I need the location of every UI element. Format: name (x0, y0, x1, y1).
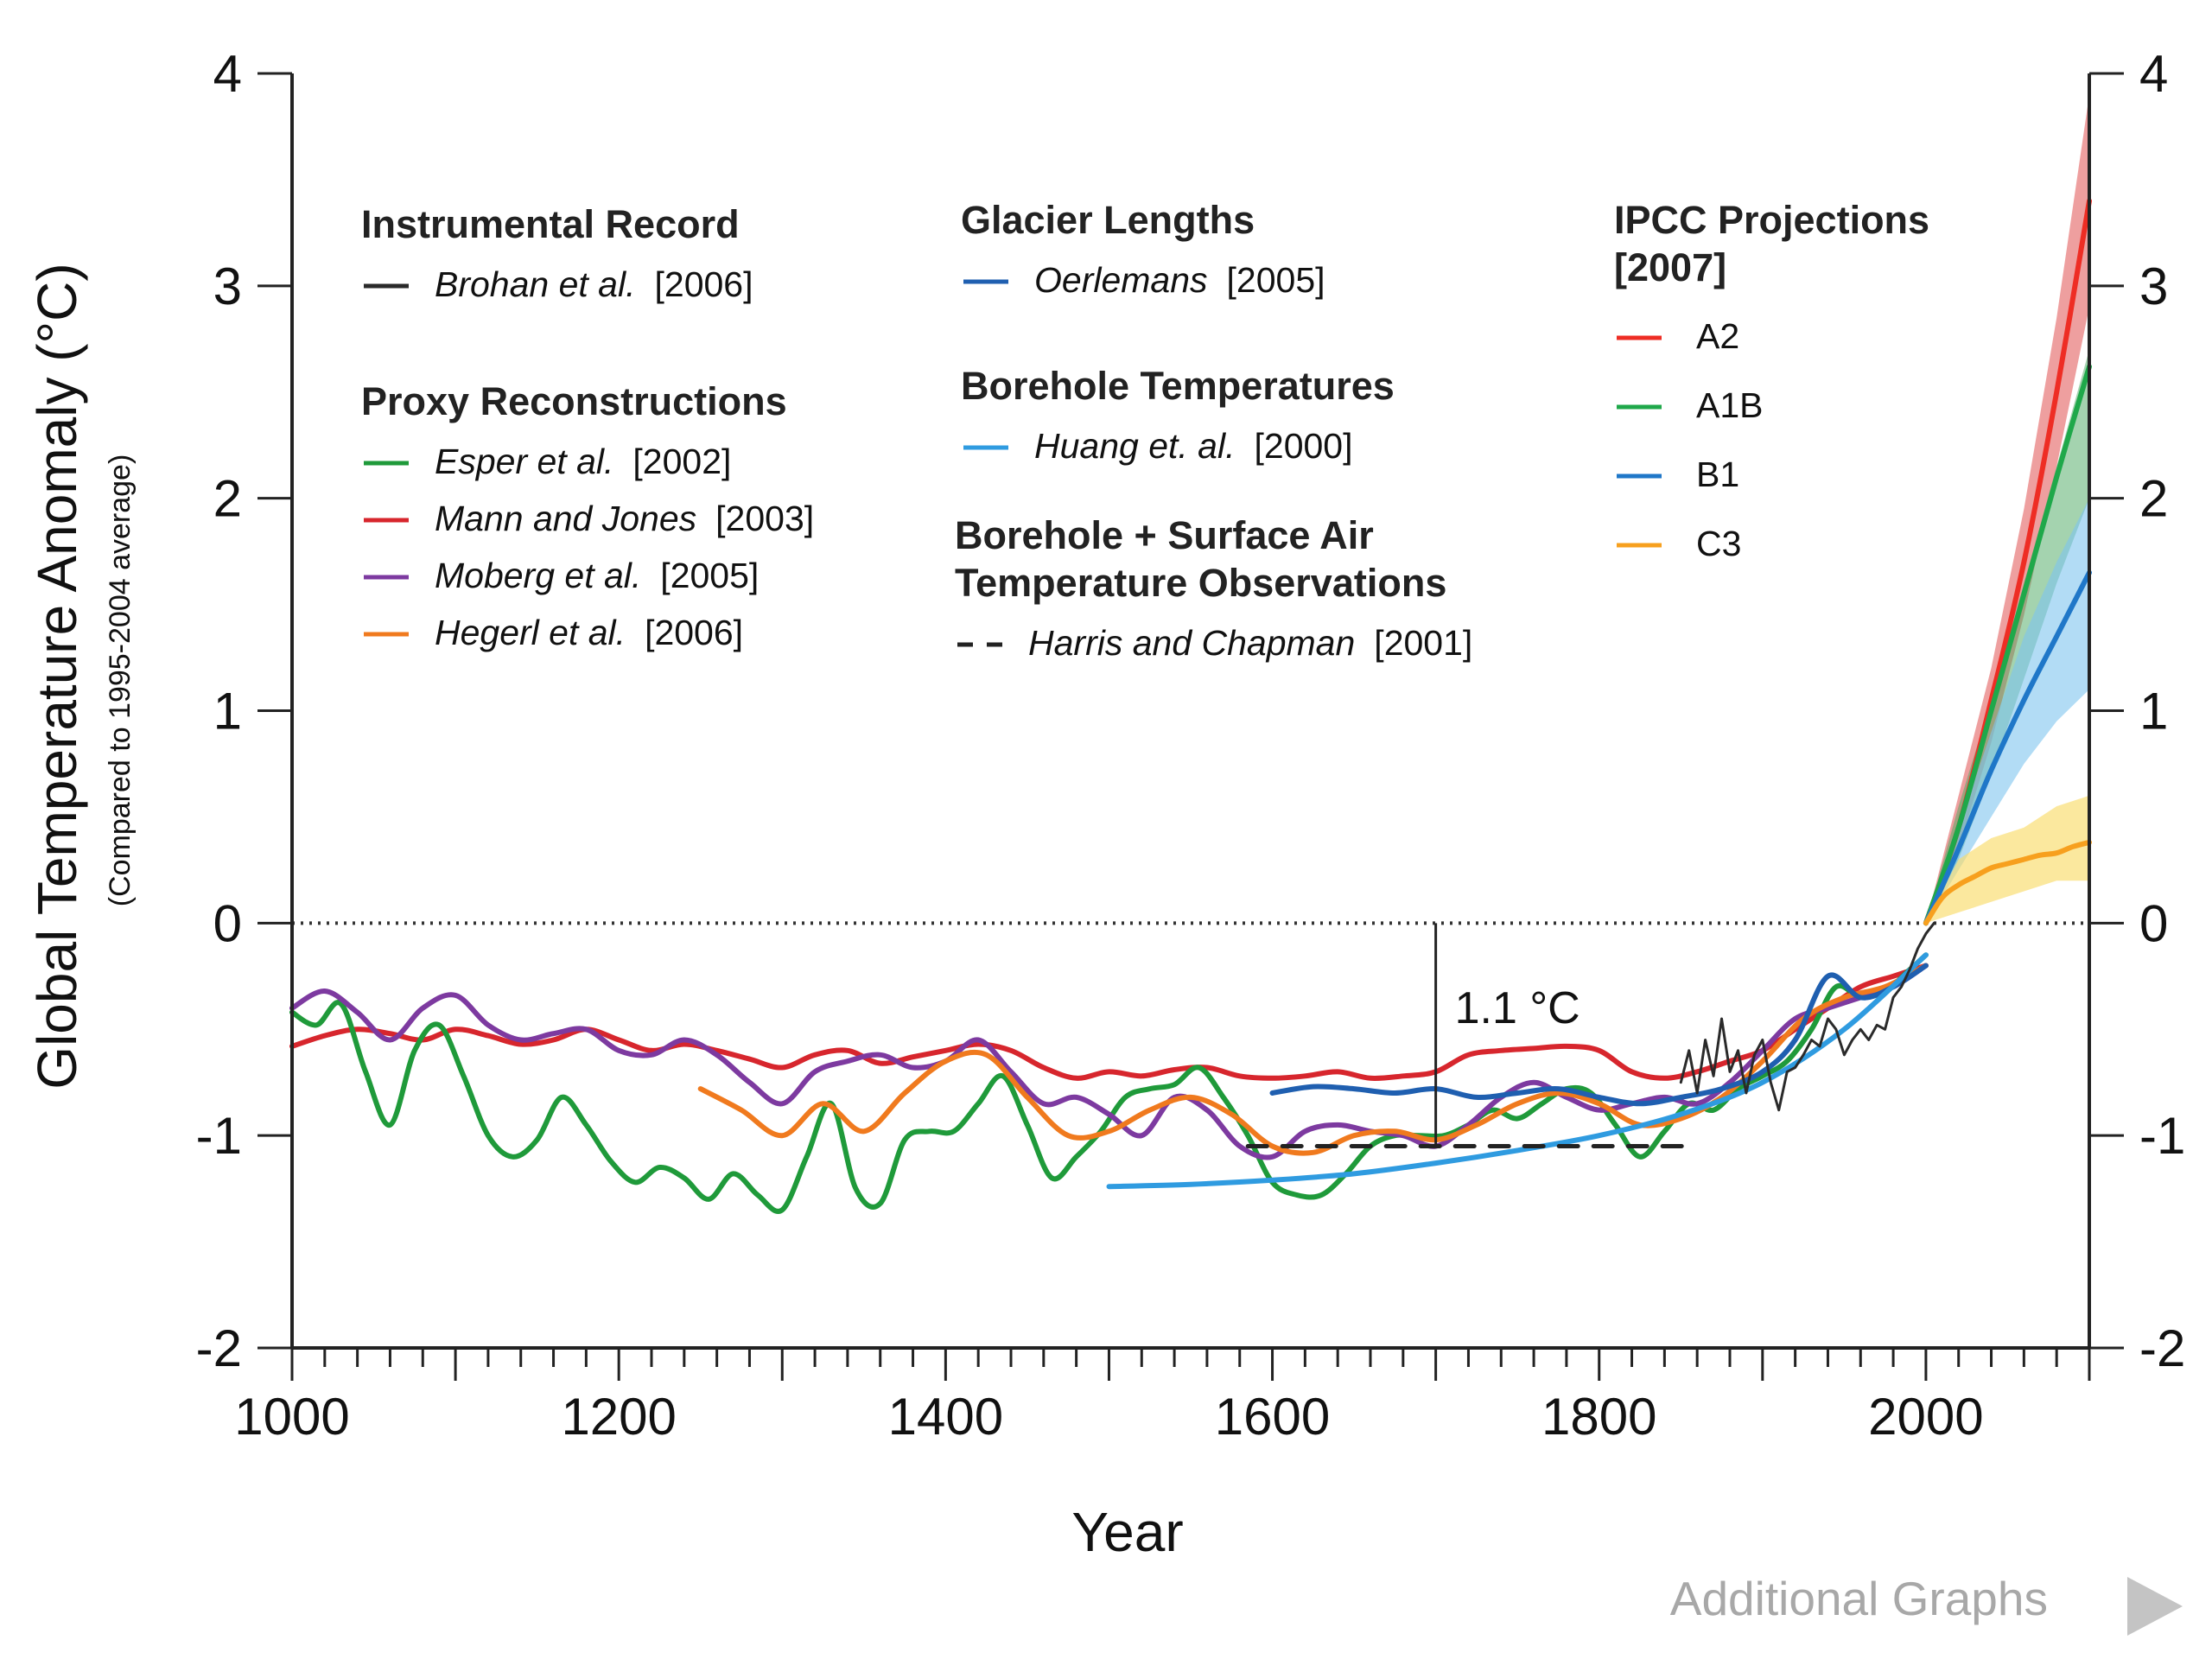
x-tick-label: 1800 (1541, 1388, 1656, 1446)
y-axis-title: Global Temperature Anomaly (°C) (26, 263, 88, 1089)
x-tick-label: 1400 (888, 1388, 1003, 1446)
legend-title-ipcc-projections: IPCC Projections (1614, 198, 1929, 242)
y-tick-label-right: 0 (2139, 894, 2168, 952)
legend-title-borehole-temperatures: Borehole Temperatures (961, 364, 1395, 408)
a1b-line (1923, 364, 2092, 926)
y-tick-label-right: 1 (2139, 683, 2168, 741)
a1b-range-band (1925, 349, 2089, 924)
c3-line (1923, 839, 2092, 926)
y-tick-label-left: -1 (196, 1107, 242, 1165)
y-tick-label-left: 1 (213, 683, 242, 741)
y-tick-label-left: -2 (196, 1319, 242, 1377)
legend-item-a2: A2 (1696, 316, 1739, 356)
legend: Instrumental Record Brohan et al. [2006] Pr… (361, 198, 1929, 663)
legend-item-moberg-et-al: Moberg et al. [2005] (435, 556, 759, 595)
legend-item-esper-et-al: Esper et al. [2002] (435, 442, 731, 481)
oerlemans-2005-line (1269, 963, 1929, 1107)
esper-et-al-2002-line (289, 952, 1929, 1214)
y-tick-label-right: -1 (2139, 1107, 2185, 1165)
projection-bands (1925, 94, 2089, 924)
annotation-group: 1.1 °C (1434, 923, 1580, 1147)
legend-item-brohan-et-al: Brohan et al. [2006] (435, 264, 753, 304)
legend-title-instrumental-record: Instrumental Record (361, 202, 740, 246)
legend-item-mann-and-jones: Mann and Jones [2003] (435, 499, 814, 538)
y-axis-subtitle: (Compared to 1995-2004 average) (104, 454, 137, 907)
additional-graphs-link[interactable]: Additional Graphs (1669, 1572, 2048, 1625)
y-tick-label-right: 3 (2139, 257, 2168, 315)
moberg-et-al-2005-line (289, 963, 1929, 1160)
legend-title-ipcc-projections-line2: [2007] (1614, 245, 1726, 289)
huang-et-al-2000-line (1106, 952, 1929, 1190)
x-axis-title: Year (1071, 1501, 1183, 1563)
y-tick-label-left: 2 (213, 470, 242, 528)
y-tick-label-left: 3 (213, 257, 242, 315)
brohan-et-al-2006-line (1679, 921, 1936, 1112)
legend-title-borehole-surface-air: Borehole + Surface Air (955, 513, 1374, 557)
legend-title-borehole-surface-air-line2: Temperature Observations (955, 561, 1446, 605)
legend-item-a1b: A1B (1696, 385, 1764, 425)
legend-title-glacier-lengths: Glacier Lengths (961, 198, 1255, 242)
y-tick-label-left: 4 (213, 45, 242, 103)
play-arrow-icon[interactable] (2127, 1577, 2183, 1636)
annotation-label: 1.1 °C (1455, 983, 1580, 1033)
legend-item-hegerl-et-al: Hegerl et al. [2006] (435, 613, 743, 652)
series-lines (289, 198, 2092, 1214)
b1-range-band (1925, 498, 2089, 924)
y-tick-label-left: 0 (213, 894, 242, 952)
legend-item-harris-and-chapman: Harris and Chapman [2001] (1028, 623, 1472, 663)
x-tick-label: 1200 (561, 1388, 676, 1446)
legend-item-c3: C3 (1696, 524, 1741, 563)
hegerl-et-al-2006-line (697, 963, 1929, 1156)
legend-item-oerlemans: Oerlemans [2005] (1034, 260, 1325, 300)
legend-item-b1: B1 (1696, 454, 1739, 494)
x-tick-label: 2000 (1868, 1388, 1983, 1446)
x-tick-label: 1600 (1215, 1388, 1330, 1446)
b1-line (1923, 569, 2092, 926)
legend-item-huang-et-al: Huang et. al. [2000] (1034, 426, 1353, 466)
legend-title-proxy-reconstructions: Proxy Reconstructions (361, 379, 787, 423)
c3-range-band (1925, 795, 2089, 924)
y-tick-label-right: 2 (2139, 470, 2168, 528)
ticks-group: -2 -2 -1 -1 0 0 1 1 2 2 3 3 4 4 1000 1200 1400 1600 1800 20… (196, 45, 2186, 1446)
y-tick-label-right: -2 (2139, 1319, 2185, 1377)
y-tick-label-right: 4 (2139, 45, 2168, 103)
mann-and-jones-2003-line (289, 963, 1929, 1081)
x-tick-label: 1000 (234, 1388, 349, 1446)
